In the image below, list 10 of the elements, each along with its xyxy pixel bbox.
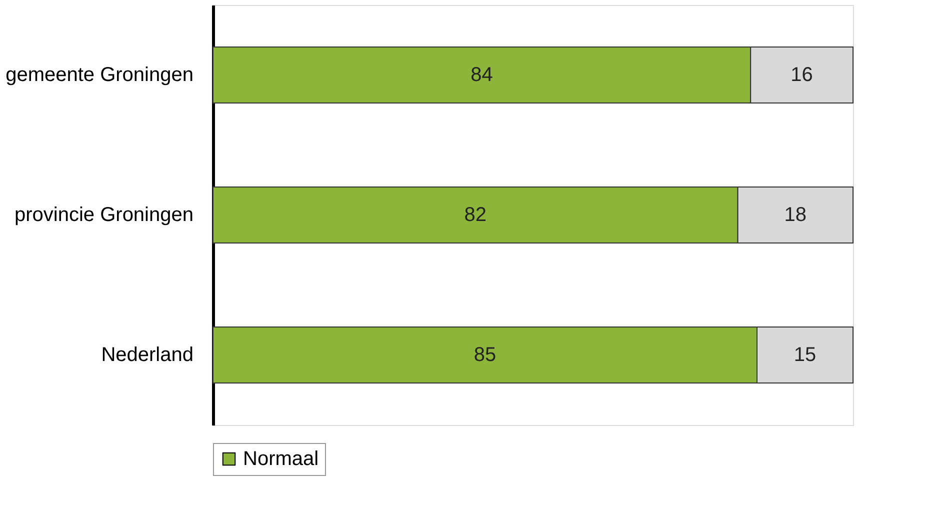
y-tick-label: Nederland <box>101 344 194 366</box>
data-label: 85 <box>474 344 496 366</box>
data-label: 84 <box>470 64 493 86</box>
data-label: 16 <box>790 64 813 86</box>
legend-label: Normaal <box>243 448 319 470</box>
data-label: 15 <box>794 344 816 366</box>
y-tick-label: gemeente Groningen <box>6 64 194 86</box>
data-label: 18 <box>784 204 807 226</box>
y-tick-label: provincie Groningen <box>14 204 194 226</box>
data-label: 82 <box>464 204 487 226</box>
